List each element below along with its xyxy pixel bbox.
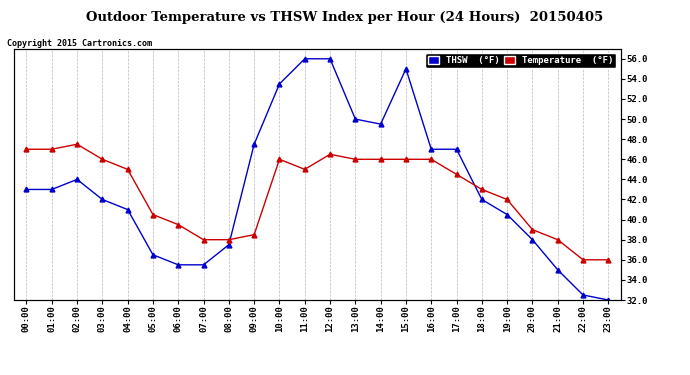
Text: Outdoor Temperature vs THSW Index per Hour (24 Hours)  20150405: Outdoor Temperature vs THSW Index per Ho… [86, 11, 604, 24]
Legend: THSW  (°F), Temperature  (°F): THSW (°F), Temperature (°F) [425, 53, 616, 68]
Text: Copyright 2015 Cartronics.com: Copyright 2015 Cartronics.com [7, 39, 152, 48]
